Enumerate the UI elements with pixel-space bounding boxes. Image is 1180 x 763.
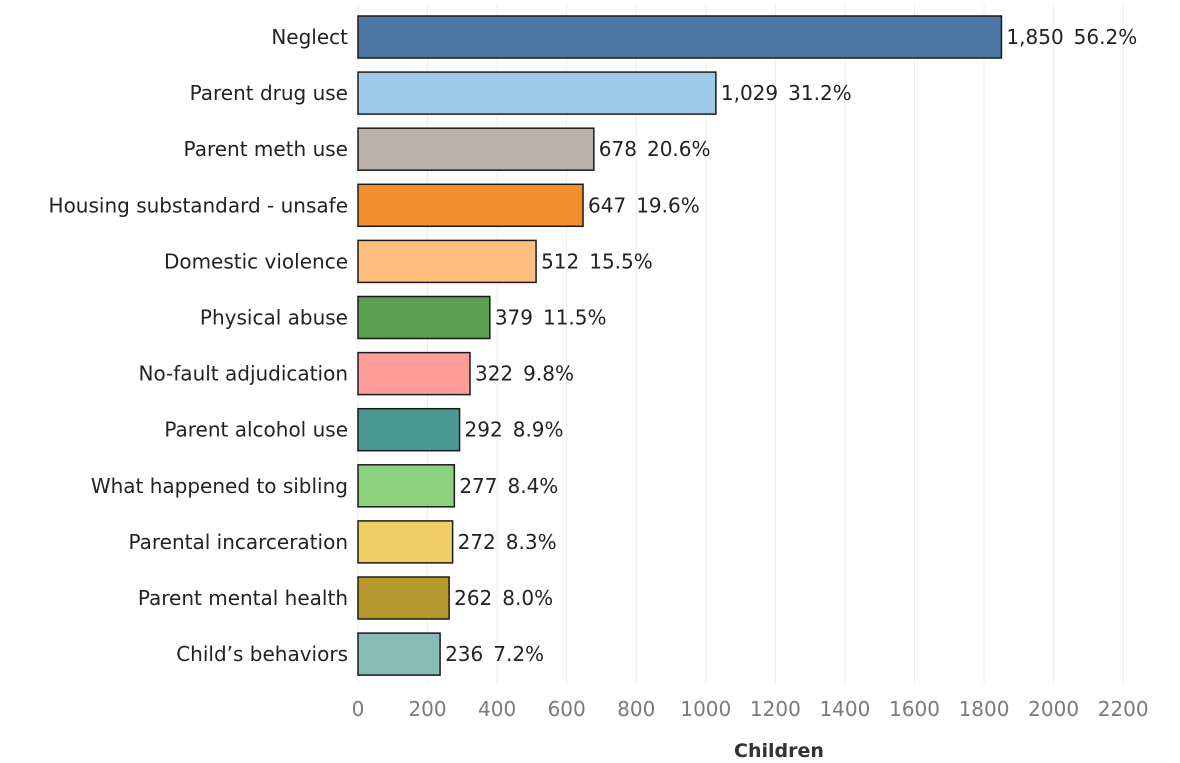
bar — [357, 295, 491, 340]
x-tick-label: 1600 — [889, 697, 940, 721]
x-tick-label: 800 — [617, 697, 655, 721]
data-label: 277 8.4% — [459, 474, 558, 498]
x-axis-ticks: 0 200 400 600 800 1000 1200 1400 1600 1800 2000 220… — [352, 697, 1149, 721]
bar — [357, 15, 1003, 59]
category-label: Neglect — [271, 25, 348, 49]
data-label: 272 8.3% — [458, 530, 557, 554]
category-label: Parental incarceration — [128, 530, 348, 554]
x-axis-title: Children — [734, 740, 824, 762]
category-label: Parent mental health — [138, 586, 348, 610]
category-label: Parent meth use — [184, 137, 348, 161]
x-tick-label: 1800 — [959, 697, 1010, 721]
data-label: 1,029 31.2% — [721, 81, 852, 105]
category-label: Domestic violence — [164, 249, 348, 273]
bar — [357, 520, 454, 564]
data-label: 292 8.9% — [465, 418, 564, 442]
bars — [357, 15, 1003, 676]
category-labels: Neglect Parent drug use Parent meth use Hou… — [49, 25, 349, 666]
bar — [357, 71, 717, 115]
category-label: Housing substandard - unsafe — [49, 193, 348, 217]
data-label: 678 20.6% — [599, 137, 711, 161]
bar — [357, 632, 441, 676]
bar — [357, 239, 537, 284]
value-labels: 1,850 56.2% 1,029 31.2% 678 20.6% 647 19.6%… — [445, 25, 1137, 666]
category-label: Parent drug use — [190, 81, 348, 105]
x-tick-label: 2000 — [1028, 697, 1079, 721]
x-tick-label: 2200 — [1098, 697, 1149, 721]
x-tick-label: 200 — [408, 697, 446, 721]
data-label: 236 7.2% — [445, 642, 544, 666]
data-label: 1,850 56.2% — [1006, 25, 1137, 49]
data-label: 512 15.5% — [541, 249, 653, 273]
bar — [357, 407, 461, 452]
x-tick-label: 1000 — [680, 697, 731, 721]
x-tick-label: 0 — [352, 697, 365, 721]
bar — [357, 576, 450, 620]
x-tick-label: 400 — [478, 697, 516, 721]
category-label: Physical abuse — [200, 306, 348, 330]
x-tick-label: 1400 — [819, 697, 870, 721]
bar — [357, 464, 456, 508]
bar — [357, 127, 595, 171]
x-tick-label: 600 — [548, 697, 586, 721]
category-label: No-fault adjudication — [138, 362, 348, 386]
bar — [357, 183, 584, 228]
data-label: 379 11.5% — [495, 306, 607, 330]
category-label: Child’s behaviors — [176, 642, 348, 666]
data-label: 262 8.0% — [454, 586, 553, 610]
category-label: Parent alcohol use — [164, 418, 348, 442]
data-label: 647 19.6% — [588, 193, 700, 217]
data-label: 322 9.8% — [475, 362, 574, 386]
bar — [357, 351, 471, 396]
category-label: What happened to sibling — [91, 474, 348, 498]
x-tick-label: 1200 — [750, 697, 801, 721]
gridlines — [357, 5, 1124, 683]
